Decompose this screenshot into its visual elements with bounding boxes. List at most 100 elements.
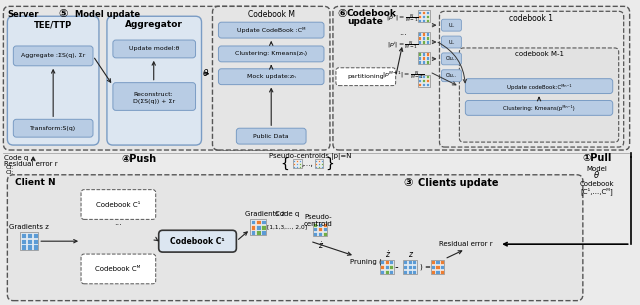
Bar	[418, 56, 421, 59]
Bar	[418, 15, 421, 18]
Bar	[389, 260, 394, 264]
Bar	[251, 220, 255, 224]
Bar	[426, 36, 429, 40]
Bar	[321, 160, 323, 162]
FancyBboxPatch shape	[8, 175, 583, 301]
FancyBboxPatch shape	[442, 53, 461, 65]
FancyBboxPatch shape	[218, 46, 324, 62]
Text: Clustering: Kmeans(zₕ): Clustering: Kmeans(zₕ)	[235, 52, 307, 56]
Bar	[299, 160, 301, 162]
FancyBboxPatch shape	[113, 83, 196, 110]
Text: Code q ,: Code q ,	[4, 155, 33, 161]
Bar	[27, 239, 32, 244]
Bar	[256, 220, 260, 224]
FancyBboxPatch shape	[465, 100, 612, 115]
Text: Clu..: Clu..	[446, 56, 457, 61]
Bar	[408, 270, 412, 274]
Bar	[385, 260, 388, 264]
Bar	[426, 60, 429, 63]
Bar	[426, 79, 429, 82]
Bar	[422, 75, 425, 78]
Text: Codebook M: Codebook M	[248, 10, 294, 19]
Text: Cl:: Cl:	[5, 165, 13, 170]
Text: ) =: ) =	[420, 264, 431, 270]
FancyBboxPatch shape	[218, 69, 324, 84]
Bar	[318, 223, 322, 227]
Text: ż: ż	[318, 241, 322, 250]
Bar	[292, 160, 301, 168]
Text: Code q: Code q	[275, 211, 300, 217]
Bar	[418, 83, 421, 86]
Bar	[431, 265, 435, 269]
Text: D(ΣS(q)) + Σr: D(ΣS(q)) + Σr	[132, 99, 175, 104]
Text: Gradients z: Gradients z	[10, 224, 49, 230]
Bar	[418, 19, 421, 22]
Bar	[435, 260, 440, 264]
Text: codebook M-1: codebook M-1	[515, 51, 564, 57]
Bar	[299, 163, 301, 165]
Text: Public Data: Public Data	[253, 134, 289, 139]
Bar	[418, 52, 421, 56]
Bar	[323, 227, 326, 231]
Bar	[296, 163, 298, 165]
Text: Update CodeBook :Cᴹ: Update CodeBook :Cᴹ	[237, 27, 305, 33]
Bar	[422, 15, 425, 18]
Bar	[422, 36, 425, 40]
Text: ①Pull: ①Pull	[582, 153, 611, 163]
Bar	[408, 265, 412, 269]
Text: ⑤: ⑤	[58, 9, 68, 19]
Text: -: -	[392, 262, 401, 272]
Bar	[318, 227, 322, 231]
Bar	[408, 260, 412, 264]
Text: Transform:S(q): Transform:S(q)	[30, 126, 76, 131]
Text: TEE/TTP: TEE/TTP	[34, 20, 72, 29]
Text: ...: ...	[114, 218, 122, 227]
Bar	[422, 40, 425, 44]
Bar	[426, 75, 429, 78]
Bar	[314, 227, 317, 231]
Bar	[426, 56, 429, 59]
FancyBboxPatch shape	[465, 79, 612, 94]
Bar	[250, 219, 266, 235]
Text: Model: Model	[586, 166, 607, 172]
Bar	[422, 83, 425, 86]
Text: Gradients ż: Gradients ż	[245, 211, 285, 217]
Bar	[426, 15, 429, 18]
Bar	[403, 270, 407, 274]
FancyBboxPatch shape	[107, 16, 202, 145]
Bar	[426, 19, 429, 22]
Bar	[418, 36, 421, 40]
Bar	[435, 270, 440, 274]
Bar	[20, 232, 38, 250]
Bar	[412, 260, 416, 264]
Bar	[256, 230, 260, 235]
FancyBboxPatch shape	[13, 46, 93, 66]
Text: $|p^i|=\frac{N}{M-1}$: $|p^i|=\frac{N}{M-1}$	[387, 39, 419, 51]
FancyBboxPatch shape	[442, 70, 461, 82]
Bar	[422, 19, 425, 22]
Bar	[422, 52, 425, 56]
Bar	[251, 230, 255, 235]
Text: ż: ż	[385, 249, 388, 259]
Bar	[33, 239, 38, 244]
FancyBboxPatch shape	[159, 230, 236, 252]
Bar	[20, 244, 26, 250]
Bar	[417, 75, 429, 87]
Bar	[431, 270, 435, 274]
Bar	[418, 40, 421, 44]
Text: Reconstruct:: Reconstruct:	[134, 92, 173, 97]
Text: z: z	[408, 249, 412, 259]
Text: ...: ...	[193, 224, 202, 233]
Text: Cl:: Cl:	[5, 170, 13, 175]
Text: Aggregator: Aggregator	[125, 20, 182, 29]
Text: Pruning (: Pruning (	[350, 259, 381, 265]
Text: ...: ...	[399, 28, 406, 37]
Bar	[20, 239, 26, 244]
FancyBboxPatch shape	[212, 6, 330, 150]
Bar	[380, 270, 384, 274]
Text: codebook 1: codebook 1	[509, 14, 553, 23]
FancyBboxPatch shape	[81, 254, 156, 284]
Bar	[261, 225, 266, 230]
Bar	[418, 32, 421, 36]
Text: $|p^1|=\frac{N}{M-1}$: $|p^1|=\frac{N}{M-1}$	[386, 12, 419, 24]
